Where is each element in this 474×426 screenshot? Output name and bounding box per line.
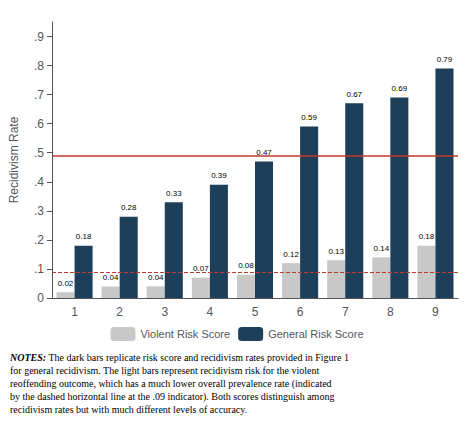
svg-text:0.67: 0.67: [346, 90, 362, 99]
svg-text:The dark bars replicate risk s: The dark bars replicate risk score and r…: [46, 352, 349, 363]
svg-text:NOTES:: NOTES:: [9, 352, 46, 363]
svg-text:0.02: 0.02: [58, 279, 74, 288]
svg-text:4: 4: [207, 305, 214, 319]
svg-text:General Risk Score: General Risk Score: [268, 328, 363, 340]
svg-text:1: 1: [71, 305, 78, 319]
svg-text:0.08: 0.08: [238, 261, 254, 270]
svg-text:.3: .3: [34, 204, 44, 218]
svg-text:3: 3: [161, 305, 168, 319]
svg-text:by the dashed horizontal line: by the dashed horizontal line at the .09…: [10, 391, 334, 403]
svg-text:reoffending outcome, which has: reoffending outcome, which has a much lo…: [10, 378, 332, 390]
svg-text:7: 7: [342, 305, 349, 319]
svg-text:0.47: 0.47: [256, 148, 272, 157]
svg-text:for general recidivism. The li: for general recidivism. The light bars r…: [10, 365, 319, 376]
svg-text:0.18: 0.18: [76, 232, 92, 241]
svg-text:.1: .1: [34, 262, 44, 276]
svg-text:Violent Risk Score: Violent Risk Score: [140, 328, 230, 340]
svg-text:0.14: 0.14: [374, 244, 390, 253]
svg-text:0.69: 0.69: [392, 84, 408, 93]
svg-text:0.04: 0.04: [148, 273, 164, 282]
svg-text:0.59: 0.59: [301, 113, 317, 122]
svg-text:5: 5: [252, 305, 259, 319]
svg-text:9: 9: [432, 305, 439, 319]
svg-text:0: 0: [37, 291, 44, 305]
svg-text:.4: .4: [34, 175, 44, 189]
svg-text:0.39: 0.39: [211, 171, 227, 180]
svg-text:0.28: 0.28: [121, 203, 137, 212]
svg-text:.5: .5: [34, 146, 44, 160]
svg-text:0.04: 0.04: [103, 273, 119, 282]
svg-text:0.13: 0.13: [328, 247, 344, 256]
svg-text:0.33: 0.33: [166, 189, 182, 198]
svg-text:0.12: 0.12: [283, 250, 299, 259]
svg-text:.6: .6: [34, 117, 44, 131]
svg-text:0.79: 0.79: [437, 55, 453, 64]
svg-text:recidivism rates but with much: recidivism rates but with much different…: [10, 404, 247, 415]
svg-text:6: 6: [297, 305, 304, 319]
svg-text:.9: .9: [34, 30, 44, 44]
svg-text:0.18: 0.18: [419, 232, 435, 241]
svg-text:.7: .7: [34, 88, 44, 102]
svg-text:Recidivism Rate: Recidivism Rate: [7, 116, 21, 203]
svg-text:8: 8: [387, 305, 394, 319]
svg-text:.2: .2: [34, 233, 44, 247]
svg-text:0.07: 0.07: [193, 264, 209, 273]
svg-text:2: 2: [116, 305, 123, 319]
svg-text:.8: .8: [34, 59, 44, 73]
